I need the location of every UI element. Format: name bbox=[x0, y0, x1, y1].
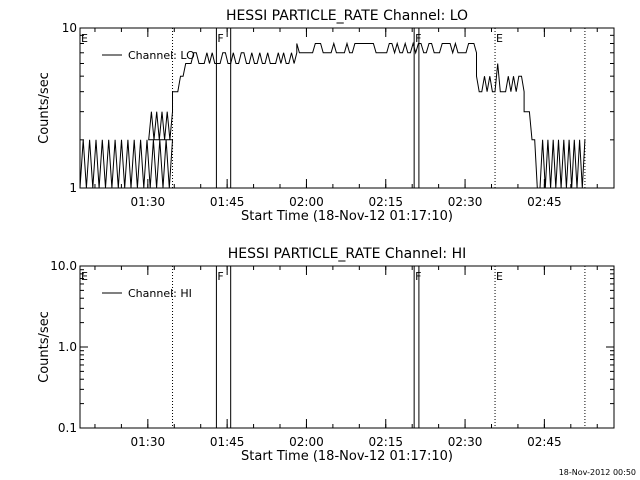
event-marker-label: F bbox=[217, 270, 223, 283]
y-tick-label: 10.0 bbox=[50, 259, 77, 273]
x-tick-label: 02:30 bbox=[448, 195, 483, 209]
plot-frame-0 bbox=[79, 27, 615, 189]
x-axis-label-0: Start Time (18-Nov-12 01:17:10) bbox=[241, 209, 453, 224]
x-tick-label: 02:30 bbox=[448, 435, 483, 449]
x-tick-label: 02:15 bbox=[368, 195, 403, 209]
event-marker-label: F bbox=[415, 32, 421, 45]
event-marker-label: E bbox=[496, 270, 503, 283]
chart-title-1: HESSI PARTICLE_RATE Channel: HI bbox=[228, 246, 466, 262]
event-marker-label: E bbox=[81, 32, 88, 45]
event-marker-label: E bbox=[81, 270, 88, 283]
x-tick-label: 02:00 bbox=[289, 435, 324, 449]
y-tick-label: 10 bbox=[62, 21, 77, 35]
x-tick-label: 01:45 bbox=[210, 195, 245, 209]
legend-label-1: Channel: HI bbox=[128, 287, 192, 300]
x-axis-label-1: Start Time (18-Nov-12 01:17:10) bbox=[241, 449, 453, 464]
y-tick-label: 1 bbox=[69, 181, 77, 195]
series-line-0-0 bbox=[79, 41, 586, 189]
event-marker-label: E bbox=[496, 32, 503, 45]
x-tick-label: 02:00 bbox=[289, 195, 324, 209]
x-tick-label: 02:45 bbox=[527, 435, 562, 449]
x-tick-label: 02:45 bbox=[527, 195, 562, 209]
x-tick-label: 02:15 bbox=[368, 435, 403, 449]
legend-label-0: Channel: LO bbox=[128, 49, 195, 62]
y-tick-label: 1.0 bbox=[58, 340, 77, 354]
x-tick-label: 01:45 bbox=[210, 435, 245, 449]
chart-title-0: HESSI PARTICLE_RATE Channel: LO bbox=[226, 8, 468, 24]
footer-timestamp: 18-Nov-2012 00:50 bbox=[558, 468, 636, 477]
y-tick-label: 0.1 bbox=[58, 421, 77, 435]
x-tick-label: 01:30 bbox=[131, 195, 166, 209]
x-tick-label: 01:30 bbox=[131, 435, 166, 449]
event-marker-label: F bbox=[415, 270, 421, 283]
y-axis-label-0: Counts/sec bbox=[37, 72, 52, 144]
y-axis-label-1: Counts/sec bbox=[37, 311, 52, 383]
event-marker-label: F bbox=[217, 32, 223, 45]
